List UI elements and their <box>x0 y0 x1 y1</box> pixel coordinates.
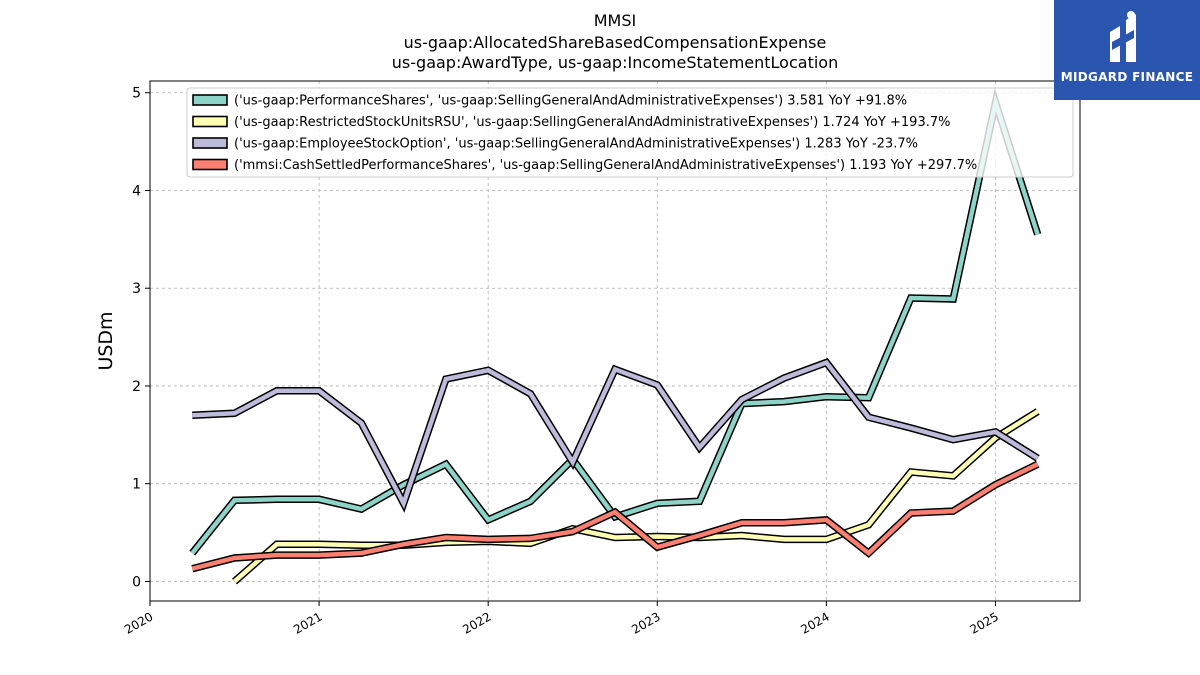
series-line-fill <box>191 462 1039 571</box>
series-line-3 <box>192 358 1040 513</box>
legend-swatch <box>192 115 228 128</box>
y-axis-label: USDm <box>95 311 117 370</box>
logo-mark-icon <box>1110 11 1136 62</box>
legend-entry: ('us-gaap:PerformanceShares', 'us-gaap:S… <box>234 94 907 109</box>
y-tick-label: 4 <box>132 183 141 199</box>
x-tick-label: 2020 <box>122 609 155 636</box>
y-axis: 0 1 2 3 4 5 <box>132 86 150 590</box>
y-tick-label: 5 <box>132 86 141 102</box>
series-layer <box>189 87 1042 585</box>
plot-area <box>149 80 1081 602</box>
y-tick-label: 3 <box>132 281 141 297</box>
legend-swatch <box>192 137 228 149</box>
legend-entry: ('us-gaap:RestrictedStockUnitsRSU', 'us-… <box>234 115 950 130</box>
chart-title-line-3: us-gaap:AwardType, us-gaap:IncomeStateme… <box>392 53 838 72</box>
series-line-4 <box>191 460 1040 573</box>
logo-text: MIDGARD FINANCE <box>1060 70 1194 84</box>
legend-swatch <box>192 94 228 106</box>
chart-title-line-2: us-gaap:AllocatedShareBasedCompensationE… <box>404 33 827 52</box>
chart-title: MMSI us-gaap:AllocatedShareBasedCompensa… <box>392 11 838 72</box>
legend-box <box>186 87 1074 178</box>
series-line-fill <box>233 409 1039 584</box>
x-tick-label: 2022 <box>460 609 493 636</box>
legend-swatch <box>192 158 228 171</box>
x-tick-label: 2021 <box>291 609 324 636</box>
x-tick-label: 2025 <box>968 609 1001 636</box>
legend-entry: ('us-gaap:EmployeeStockOption', 'us-gaap… <box>234 137 918 152</box>
chart-title-line-1: MMSI <box>594 11 636 30</box>
series-line-2 <box>232 408 1040 585</box>
y-tick-label: 0 <box>132 574 141 590</box>
series-line-fill <box>192 359 1039 509</box>
y-tick-label: 2 <box>132 379 141 395</box>
y-tick-label: 1 <box>132 477 141 493</box>
x-axis: 2020 2021 2022 2023 2024 2025 <box>122 601 1001 637</box>
logo: MIDGARD FINANCE <box>1054 0 1200 100</box>
legend: ('us-gaap:PerformanceShares', 'us-gaap:S… <box>186 87 1074 178</box>
x-tick-label: 2023 <box>629 609 662 636</box>
x-tick-label: 2024 <box>798 609 831 636</box>
legend-entry: ('mmsi:CashSettledPerformanceShares', 'u… <box>234 158 977 173</box>
